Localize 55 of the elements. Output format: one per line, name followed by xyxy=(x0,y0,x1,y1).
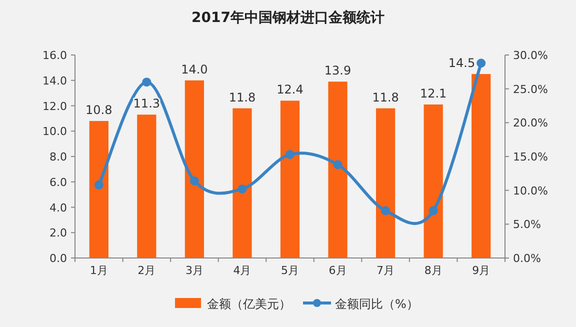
x-tick-label: 9月 xyxy=(472,264,490,277)
data-label: 11.8 xyxy=(228,90,256,104)
y-tick-label: 6.0 xyxy=(50,176,67,189)
x-tick-label: 6月 xyxy=(328,264,347,277)
point xyxy=(190,176,199,186)
y2-tick-label: 20.0% xyxy=(513,116,548,130)
point xyxy=(142,78,152,87)
y-tick-label: 12.0 xyxy=(42,100,67,113)
y-tick-label: 16.0 xyxy=(42,49,67,62)
point xyxy=(333,160,342,170)
point xyxy=(476,58,486,68)
data-label: 10.8 xyxy=(86,102,112,117)
bar xyxy=(472,74,491,258)
y2-tick-label: 5.0% xyxy=(513,218,541,232)
bar xyxy=(424,104,443,258)
data-label: 13.9 xyxy=(324,64,352,78)
y2-tick-label: 15.0% xyxy=(513,150,548,164)
x-tick-label: 4月 xyxy=(233,264,252,277)
bar xyxy=(184,80,204,258)
bar xyxy=(137,114,156,258)
x-tick-label: 1月 xyxy=(90,264,108,277)
y2-tick-label: 30.0% xyxy=(513,49,548,62)
point xyxy=(428,206,438,216)
data-label: 11.8 xyxy=(372,90,399,104)
x-tick-label: 7月 xyxy=(376,264,395,277)
bar xyxy=(89,120,108,258)
point xyxy=(286,150,294,159)
legend-label: 金额同比（%） xyxy=(335,297,418,311)
data-label: 14.0 xyxy=(181,62,208,76)
y2-tick-label: 0.0% xyxy=(513,252,541,265)
bar xyxy=(376,108,396,258)
y-tick-label: 14.0 xyxy=(42,74,67,88)
y-tick-label: 8.0 xyxy=(50,150,67,164)
data-label: 14.5 xyxy=(448,56,476,70)
bar xyxy=(328,82,348,258)
y2-tick-label: 25.0% xyxy=(513,82,548,96)
point xyxy=(94,180,104,190)
data-label: 12.4 xyxy=(276,82,304,97)
x-tick-label: 8月 xyxy=(424,264,442,277)
point xyxy=(238,184,247,194)
y-tick-label: 10.0 xyxy=(42,125,67,138)
x-tick-label: 3月 xyxy=(185,264,204,277)
x-tick-label: 2月 xyxy=(138,264,156,277)
bar xyxy=(232,108,252,258)
legend-label: 金额（亿美元） xyxy=(207,297,291,311)
data-label: 12.1 xyxy=(420,86,447,100)
chart-title: 2017年中国钢材进口金额统计 xyxy=(192,9,384,26)
point xyxy=(381,206,390,216)
y-tick-label: 0.0 xyxy=(50,252,67,265)
bar xyxy=(280,100,300,258)
data-label: 11.3 xyxy=(133,96,160,111)
y2-tick-label: 10.0% xyxy=(513,184,548,198)
y-tick-label: 2.0 xyxy=(50,226,67,240)
y-tick-label: 4.0 xyxy=(50,201,67,214)
x-tick-label: 5月 xyxy=(281,264,299,277)
